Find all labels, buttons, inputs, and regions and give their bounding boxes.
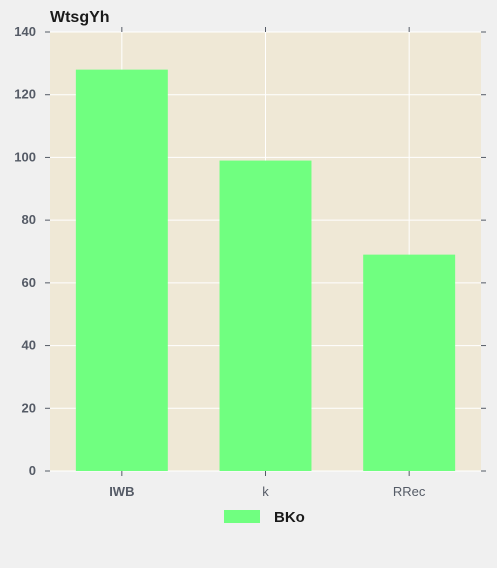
axes: 0 20 40 60 80 100 120 140 IWB k RRec: [14, 24, 486, 499]
legend: BKo: [224, 509, 305, 526]
y-tick-label-120: 120: [14, 87, 36, 102]
y-tick-label-60: 60: [22, 275, 36, 290]
y-tick-label-100: 100: [14, 149, 36, 164]
x-tick-label-k: k: [262, 484, 269, 499]
legend-swatch-bko: [224, 510, 260, 523]
bar-k: [219, 160, 312, 472]
y-tick-label-20: 20: [22, 400, 36, 415]
legend-label-bko: BKo: [274, 509, 305, 526]
bar-IWB: [75, 69, 168, 471]
y-tick-label-140: 140: [14, 24, 36, 39]
y-tick-label-40: 40: [22, 338, 36, 353]
bar-RRec: [363, 254, 456, 471]
x-tick-label-RRec: RRec: [393, 484, 426, 499]
y-tick-label-0: 0: [29, 463, 36, 478]
y-tick-label-80: 80: [22, 212, 36, 227]
chart-title: WtsgYh: [50, 9, 110, 26]
x-tick-label-IWB: IWB: [109, 484, 134, 499]
bars: [75, 69, 456, 472]
